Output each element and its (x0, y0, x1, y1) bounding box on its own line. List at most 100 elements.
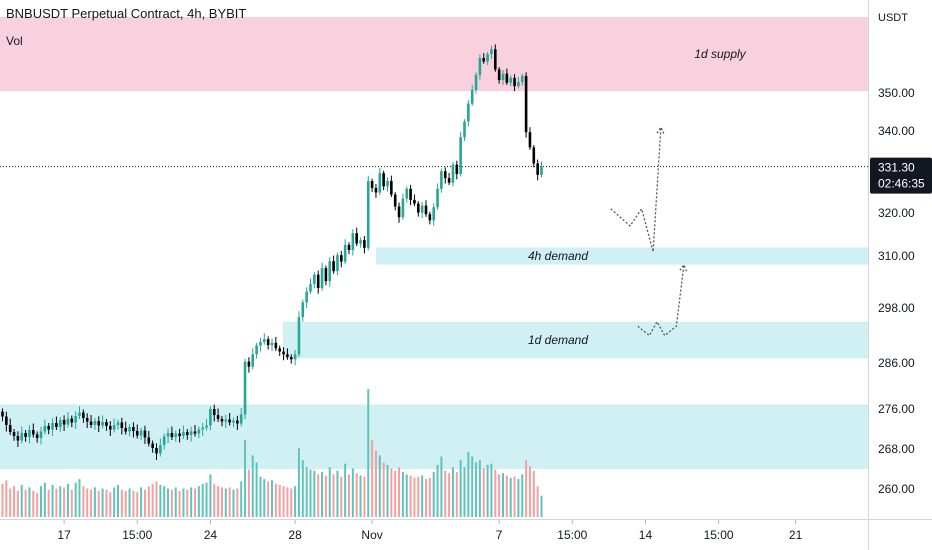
candle-body[interactable] (366, 181, 370, 248)
volume-bar[interactable] (20, 485, 23, 517)
volume-bar[interactable] (505, 475, 508, 517)
candle-body[interactable] (182, 432, 185, 436)
volume-bar[interactable] (16, 490, 19, 517)
volume-bar[interactable] (471, 456, 474, 517)
candle-body[interactable] (239, 414, 243, 424)
volume-bar[interactable] (494, 469, 497, 517)
candle-body[interactable] (8, 425, 12, 432)
candle-body[interactable] (170, 433, 174, 437)
volume-bar[interactable] (263, 479, 266, 517)
candle-body[interactable] (243, 361, 247, 415)
candle-body[interactable] (197, 429, 201, 434)
volume-bar[interactable] (43, 482, 46, 517)
candle-body[interactable] (66, 418, 70, 425)
candle-body[interactable] (320, 268, 324, 289)
volume-bar[interactable] (409, 475, 412, 517)
volume-bar[interactable] (428, 477, 431, 517)
candle-body[interactable] (101, 422, 104, 426)
volume-bar[interactable] (490, 463, 493, 517)
candle-body[interactable] (390, 181, 393, 195)
candle-body[interactable] (440, 171, 443, 189)
candle-body[interactable] (85, 418, 89, 422)
volume-bar[interactable] (143, 489, 146, 517)
candle-body[interactable] (105, 422, 108, 426)
volume-bar[interactable] (247, 469, 250, 517)
candle-body[interactable] (309, 284, 312, 292)
candle-body[interactable] (82, 412, 85, 419)
volume-bar[interactable] (28, 487, 31, 517)
volume-bar[interactable] (324, 475, 327, 517)
volume-bar[interactable] (374, 450, 377, 517)
volume-bar[interactable] (5, 480, 8, 517)
candle-body[interactable] (228, 419, 231, 423)
volume-bar[interactable] (382, 462, 385, 517)
volume-bar[interactable] (386, 464, 389, 517)
volume-bar[interactable] (236, 488, 239, 517)
volume-bar[interactable] (344, 463, 347, 517)
volume-bar[interactable] (66, 483, 69, 517)
volume-bar[interactable] (217, 486, 220, 517)
candle-body[interactable] (359, 240, 362, 244)
candle-body[interactable] (313, 274, 316, 285)
candle-body[interactable] (162, 436, 166, 446)
candle-body[interactable] (540, 166, 543, 175)
candle-body[interactable] (374, 187, 378, 193)
volume-bar[interactable] (432, 471, 435, 517)
volume-bar[interactable] (482, 468, 485, 517)
volume-bar[interactable] (240, 481, 243, 517)
candle-body[interactable] (501, 73, 505, 81)
volume-bar[interactable] (336, 470, 339, 517)
candle-body[interactable] (474, 74, 478, 90)
candle-body[interactable] (509, 77, 512, 83)
candle-body[interactable] (286, 354, 289, 358)
candle-body[interactable] (186, 432, 189, 435)
volume-bar[interactable] (328, 467, 331, 517)
candle-body[interactable] (340, 255, 343, 262)
candle-body[interactable] (305, 291, 308, 303)
volume-bar[interactable] (63, 487, 66, 517)
volume-bar[interactable] (224, 488, 227, 517)
candle-body[interactable] (109, 426, 112, 430)
candle-body[interactable] (263, 339, 266, 342)
volume-bar[interactable] (348, 474, 350, 517)
candle-body[interactable] (58, 420, 62, 427)
volume-bar[interactable] (55, 488, 58, 517)
volume-bar[interactable] (371, 439, 374, 517)
candle-body[interactable] (78, 412, 81, 417)
volume-bar[interactable] (498, 474, 501, 517)
candle-body[interactable] (524, 75, 528, 133)
volume-bar[interactable] (13, 486, 16, 517)
volume-bar[interactable] (355, 473, 358, 517)
candle-body[interactable] (482, 58, 486, 62)
volume-bar[interactable] (255, 462, 258, 517)
volume-bar[interactable] (467, 451, 470, 517)
volume-bar[interactable] (282, 486, 285, 517)
volume-bar[interactable] (190, 487, 193, 517)
candle-body[interactable] (132, 427, 135, 431)
volume-bar[interactable] (259, 476, 262, 517)
candle-body[interactable] (116, 422, 120, 426)
candle-body[interactable] (147, 437, 151, 444)
volume-bar[interactable] (425, 479, 427, 517)
volume-bar[interactable] (440, 456, 443, 517)
candle-body[interactable] (332, 261, 335, 272)
candle-body[interactable] (120, 422, 124, 429)
volume-bar[interactable] (244, 439, 247, 517)
volume-bar[interactable] (205, 482, 208, 517)
volume-bar[interactable] (502, 473, 504, 517)
candle-body[interactable] (520, 75, 524, 82)
candle-body[interactable] (232, 420, 235, 423)
candle-body[interactable] (55, 423, 58, 427)
candle-body[interactable] (413, 199, 416, 204)
candle-body[interactable] (224, 419, 228, 422)
volume-bar[interactable] (525, 460, 528, 517)
volume-bar[interactable] (540, 495, 543, 517)
volume-bar[interactable] (363, 476, 366, 517)
candle-body[interactable] (255, 345, 258, 355)
volume-bar[interactable] (159, 485, 162, 517)
volume-bar[interactable] (436, 464, 439, 517)
candle-body[interactable] (70, 418, 74, 423)
projection-path-2[interactable] (637, 264, 685, 337)
volume-bar[interactable] (213, 483, 216, 517)
volume-bar[interactable] (451, 467, 454, 517)
